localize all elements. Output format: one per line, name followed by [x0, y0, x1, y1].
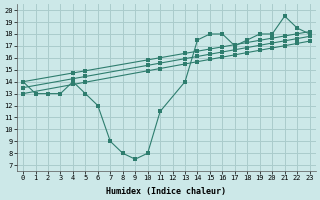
X-axis label: Humidex (Indice chaleur): Humidex (Indice chaleur) — [106, 187, 226, 196]
